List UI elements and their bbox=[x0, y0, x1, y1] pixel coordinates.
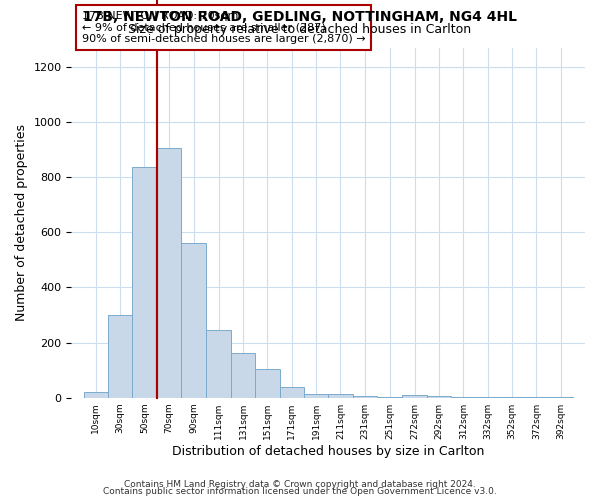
Bar bbox=[157, 148, 181, 398]
Y-axis label: Number of detached properties: Number of detached properties bbox=[15, 124, 28, 321]
Bar bbox=[108, 315, 132, 398]
Bar bbox=[548, 397, 573, 398]
Bar bbox=[280, 386, 304, 398]
Bar bbox=[304, 394, 328, 398]
Bar bbox=[403, 395, 427, 398]
Bar bbox=[181, 244, 206, 398]
Bar bbox=[427, 396, 451, 398]
Text: Contains public sector information licensed under the Open Government Licence v3: Contains public sector information licen… bbox=[103, 488, 497, 496]
Text: Contains HM Land Registry data © Crown copyright and database right 2024.: Contains HM Land Registry data © Crown c… bbox=[124, 480, 476, 489]
Bar bbox=[83, 392, 108, 398]
Bar bbox=[524, 397, 548, 398]
Bar bbox=[231, 353, 255, 398]
Bar bbox=[500, 397, 524, 398]
Text: 17B NEWTON ROAD: 70sqm
← 9% of detached houses are smaller (287)
90% of semi-det: 17B NEWTON ROAD: 70sqm ← 9% of detached … bbox=[82, 11, 365, 44]
Text: Size of property relative to detached houses in Carlton: Size of property relative to detached ho… bbox=[128, 22, 472, 36]
Bar bbox=[206, 330, 231, 398]
Bar bbox=[132, 168, 157, 398]
Text: 17B, NEWTON ROAD, GEDLING, NOTTINGHAM, NG4 4HL: 17B, NEWTON ROAD, GEDLING, NOTTINGHAM, N… bbox=[83, 10, 517, 24]
X-axis label: Distribution of detached houses by size in Carlton: Distribution of detached houses by size … bbox=[172, 444, 484, 458]
Bar bbox=[255, 370, 280, 398]
Bar bbox=[451, 397, 475, 398]
Bar bbox=[475, 397, 500, 398]
Bar bbox=[328, 394, 353, 398]
Bar bbox=[353, 396, 377, 398]
Bar bbox=[377, 397, 403, 398]
